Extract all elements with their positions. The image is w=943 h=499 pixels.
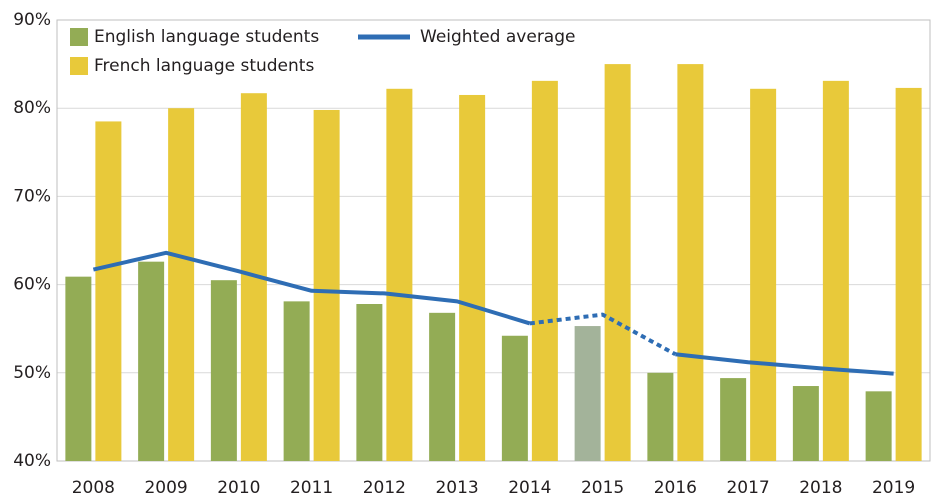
bar — [138, 261, 165, 461]
x-tick-label: 2014 — [508, 478, 551, 498]
legend-label: Weighted average — [420, 27, 575, 47]
y-tick-label: 90% — [13, 10, 51, 30]
y-tick-label: 50% — [13, 363, 51, 383]
x-tick-label: 2013 — [435, 478, 478, 498]
bar — [647, 372, 674, 461]
bar — [750, 88, 777, 462]
bar — [386, 88, 413, 462]
bar — [501, 335, 528, 461]
x-tick-label: 2009 — [144, 478, 187, 498]
bar — [604, 64, 631, 461]
x-tick-label: 2018 — [799, 478, 842, 498]
x-tick-label: 2016 — [654, 478, 697, 498]
bar — [895, 87, 922, 461]
line-series — [529, 312, 677, 357]
plot-frame — [56, 19, 931, 462]
bar — [210, 280, 237, 461]
bar — [65, 276, 92, 461]
y-tick-label: 80% — [13, 98, 51, 118]
bar — [865, 391, 892, 461]
bar — [792, 386, 819, 461]
bar — [531, 80, 558, 461]
legend-label: French language students — [94, 56, 314, 76]
x-tick-label: 2015 — [581, 478, 624, 498]
bar — [677, 64, 704, 461]
bar — [822, 80, 849, 461]
bar — [313, 109, 340, 462]
x-tick-label: 2010 — [217, 478, 260, 498]
bar — [356, 304, 383, 461]
x-tick-label: 2012 — [363, 478, 406, 498]
y-tick-label: 70% — [13, 186, 51, 206]
bar — [283, 301, 310, 461]
bar — [429, 312, 456, 461]
x-tick-label: 2019 — [872, 478, 915, 498]
x-tick-label: 2017 — [726, 478, 769, 498]
legend-swatch — [70, 28, 88, 46]
line-series — [675, 352, 894, 376]
bar — [95, 121, 122, 462]
bar — [459, 94, 486, 461]
x-tick-label: 2011 — [290, 478, 333, 498]
x-tick-label: 2008 — [72, 478, 115, 498]
bar — [720, 378, 747, 461]
legend-label: English language students — [94, 27, 319, 47]
bar — [574, 326, 601, 461]
line-series — [92, 250, 531, 326]
legend-swatch — [70, 57, 88, 75]
y-tick-label: 60% — [13, 275, 51, 295]
bar — [168, 108, 195, 461]
y-tick-label: 40% — [13, 451, 51, 471]
